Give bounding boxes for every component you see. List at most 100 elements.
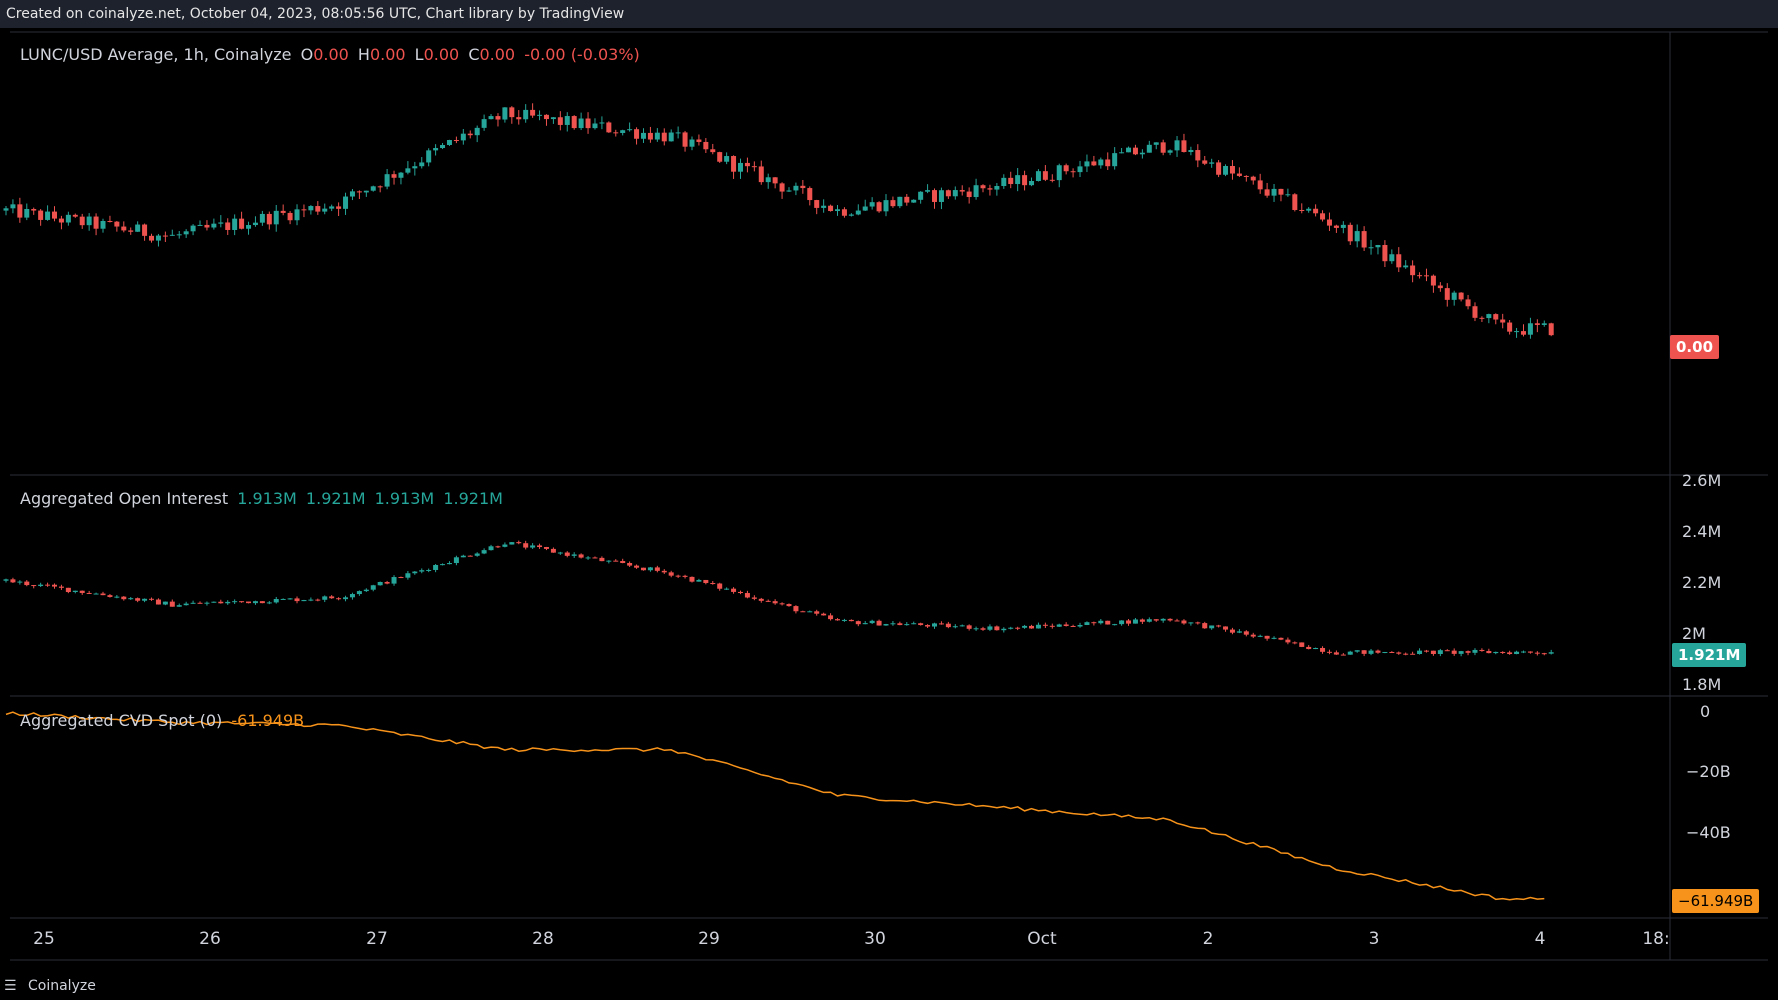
- close-value: 0.00: [479, 45, 516, 64]
- price-candle: [294, 209, 300, 221]
- price-candle: [100, 220, 106, 229]
- oi-candle: [1458, 651, 1464, 654]
- oi-candle: [114, 596, 120, 598]
- open-label: O: [300, 45, 314, 64]
- brand-label[interactable]: Coinalyze: [28, 978, 96, 994]
- price-candle: [717, 152, 723, 162]
- oi-candle: [668, 572, 674, 576]
- price-candle: [640, 132, 646, 139]
- price-candle: [918, 191, 924, 200]
- x-tick: 25: [33, 929, 55, 949]
- oi-candle: [682, 575, 688, 577]
- price-candle: [938, 190, 944, 202]
- oi-candle: [287, 598, 293, 600]
- price-candle: [259, 213, 265, 223]
- oi-candle: [640, 567, 646, 571]
- oi-candle: [758, 598, 764, 601]
- price-candle: [1105, 159, 1111, 167]
- oi-candle: [301, 600, 307, 602]
- price-candle: [45, 211, 51, 220]
- price-candle: [460, 133, 466, 141]
- price-candle: [239, 218, 245, 229]
- oi-candle: [93, 593, 99, 595]
- price-candle: [564, 116, 570, 125]
- oi-candle: [841, 619, 847, 621]
- oi-candle: [1091, 622, 1097, 624]
- oi-candle: [211, 601, 217, 603]
- cvd-value: -61.949B: [231, 711, 305, 730]
- oi-candle: [1077, 624, 1083, 627]
- price-candle: [1223, 166, 1229, 175]
- oi-candle: [433, 565, 439, 570]
- oi-candle: [232, 601, 238, 603]
- oi-candle: [1361, 650, 1367, 654]
- price-candle: [190, 225, 196, 232]
- oi-candle: [1389, 651, 1395, 653]
- oi-candle: [1202, 623, 1208, 629]
- oi-candle: [259, 601, 265, 604]
- oi-candle: [474, 553, 480, 556]
- oi-y-tick: 2.6M: [1682, 471, 1722, 490]
- price-candle: [58, 218, 64, 223]
- oi-candle: [980, 628, 986, 630]
- oi-candle: [239, 601, 245, 603]
- price-candle: [1417, 275, 1423, 277]
- oi-candle: [460, 555, 466, 558]
- price-candle: [488, 116, 494, 120]
- oi-title: Aggregated Open Interest: [20, 489, 229, 508]
- oi-candle: [308, 599, 314, 601]
- price-candle: [1507, 322, 1513, 332]
- price-candle: [1313, 208, 1319, 214]
- oi-candle: [65, 587, 71, 593]
- oi-candle: [162, 601, 168, 605]
- oi-candle: [356, 591, 362, 595]
- price-candle: [973, 185, 979, 198]
- price-candle: [128, 230, 134, 232]
- price-candle: [537, 114, 543, 116]
- oi-candle: [1264, 635, 1270, 639]
- oi-candle: [1139, 619, 1145, 622]
- oi-candle: [45, 584, 51, 586]
- x-tick: 28: [532, 929, 554, 949]
- oi-candle: [578, 554, 584, 558]
- oi-candle: [218, 601, 224, 604]
- oi-candle: [128, 598, 134, 600]
- price-candle: [606, 122, 612, 133]
- price-candle: [1153, 142, 1159, 145]
- x-tick: 2: [1202, 929, 1214, 949]
- oi-candle: [737, 591, 743, 594]
- oi-candle: [453, 557, 459, 564]
- oi-candle: [627, 563, 633, 566]
- price-candle: [1209, 162, 1215, 164]
- price-candle: [10, 204, 16, 209]
- price-candle: [1347, 224, 1353, 242]
- price-candle: [1326, 219, 1332, 226]
- price-candle: [1119, 152, 1125, 154]
- price-candle: [855, 210, 861, 215]
- oi-candle: [876, 620, 882, 626]
- oi-candle: [862, 623, 868, 625]
- menu-lines-icon[interactable]: ☰: [4, 978, 17, 994]
- price-candle: [114, 221, 120, 227]
- price-candle: [807, 188, 813, 201]
- oi-candle: [571, 554, 577, 556]
- oi-candle: [1382, 651, 1388, 653]
- oi-candle: [1209, 625, 1215, 629]
- price-candle: [197, 224, 203, 226]
- oi-candle: [537, 545, 543, 548]
- price-candle: [1035, 171, 1041, 181]
- oi-candle: [814, 611, 820, 614]
- price-candle: [1146, 144, 1152, 153]
- price-candle: [280, 210, 286, 213]
- oi-candle: [807, 611, 813, 613]
- oi-candle: [710, 583, 716, 585]
- oi-candle: [1098, 620, 1104, 624]
- high-value: 0.00: [369, 45, 406, 64]
- oi-candle: [1354, 650, 1360, 652]
- price-candle: [599, 122, 605, 124]
- price-candle: [433, 148, 439, 151]
- price-candle: [821, 205, 827, 208]
- price-candle: [1271, 188, 1277, 196]
- oi-candle: [107, 595, 113, 597]
